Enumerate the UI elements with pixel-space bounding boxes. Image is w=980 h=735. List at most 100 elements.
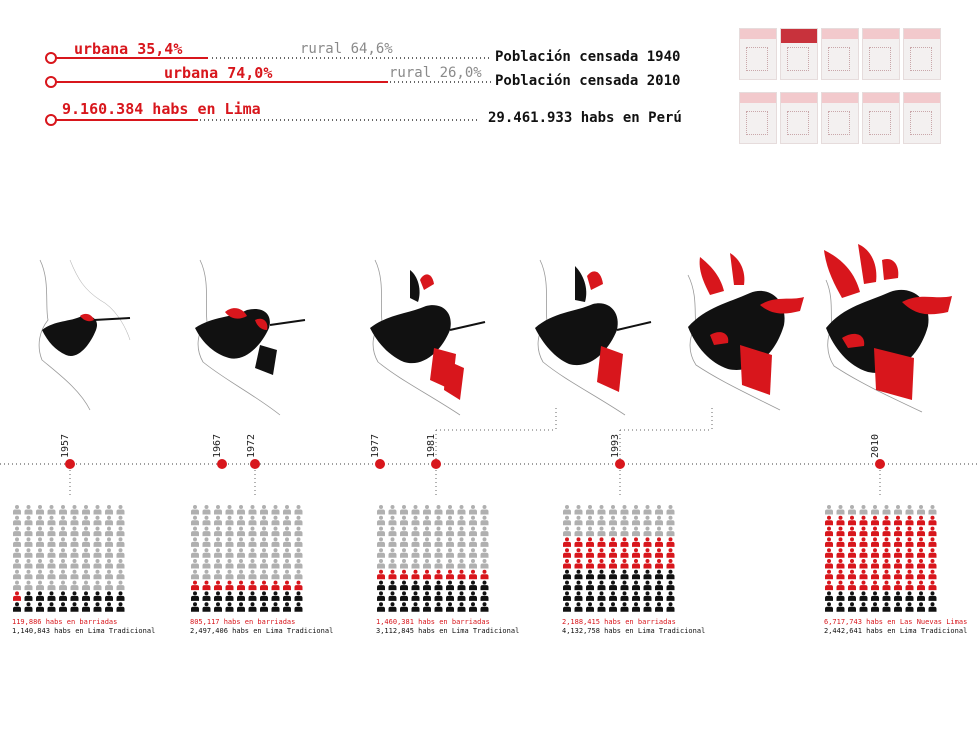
person-icon-grey [457,559,466,569]
person-icon-grey [13,569,21,580]
person-icon-red [836,537,845,547]
person-icon-grey [411,537,420,547]
row2-title: Población censada 2010 [495,73,681,89]
person-icon-grey [271,515,280,526]
person-icon-grey [191,569,199,580]
person-icon-grey [237,515,245,526]
person-icon-grey [225,559,234,569]
person-icon-grey [237,505,245,515]
person-icon-black [446,580,454,591]
person-icon-grey [586,526,594,537]
person-icon-grey [24,580,33,591]
person-icon-grey [271,569,280,580]
person-icon-black [597,580,606,591]
person-icon-black [191,602,199,612]
person-icon-red [191,580,199,591]
person-icon-black [469,602,477,612]
person-icon-grey [36,526,44,537]
person-icon-grey [609,515,617,526]
person-icon-red [586,537,594,547]
booklet-thumb [862,28,900,80]
person-icon-red [905,526,914,537]
year-label-1977: 1977 [370,433,381,458]
person-icon-grey [597,505,606,515]
person-icon-red [609,537,617,547]
person-icon-black [563,580,571,591]
person-icon-grey [620,515,629,526]
person-icon-grey [36,559,44,569]
person-icon-grey [93,505,102,515]
caption-red-1967: 805,117 habs en barriadas [190,618,296,626]
person-icon-grey [225,505,234,515]
person-icon-grey [191,515,199,526]
person-icon-grey [47,559,56,569]
person-icon-red [871,580,879,591]
person-icon-black [202,602,211,612]
person-icon-grey [283,505,291,515]
person-icon-black [411,602,420,612]
person-icon-black [574,602,583,612]
person-icon-grey [434,526,443,537]
person-icon-black [423,602,431,612]
person-icon-grey [469,505,477,515]
person-icon-red [917,548,925,558]
timeline-marker-1967 [217,459,227,469]
map-1981 [535,259,652,416]
person-icon-grey [202,559,211,569]
person-icon-red [928,515,937,526]
person-icon-black [666,602,675,612]
caption-black-1957: 1,140,843 habs en Lima Tradicional [12,627,156,635]
person-icon-black [260,591,268,601]
person-icon-grey [480,515,489,526]
person-icon-grey [248,526,257,537]
person-icon-grey [82,559,90,569]
person-icon-grey [469,515,477,526]
person-icon-grey [457,515,466,526]
person-icon-black [609,569,617,580]
person-icon-grey [260,548,268,558]
row3-peru-label: 29.461.933 habs en Perú [488,110,682,126]
person-icon-grey [377,515,385,526]
person-icon-red [643,559,652,569]
person-icon-red [836,515,845,526]
person-icon-grey [434,548,443,558]
row3-marker [45,114,57,126]
person-icon-grey [248,559,257,569]
year-label-1972: 1972 [246,433,257,458]
person-icon-black [93,591,102,601]
person-icon-grey [377,559,385,569]
person-icon-black [586,569,594,580]
person-icon-grey [620,505,629,515]
person-icon-black [248,591,257,601]
person-icon-grey [643,526,652,537]
person-icon-red [643,548,652,558]
person-icon-grey [260,559,268,569]
person-icon-black [859,591,868,601]
person-icon-grey [59,537,67,547]
pictogram-grid-1977 [377,505,489,612]
row2-rural-label: rural 26,0% [389,65,482,81]
person-icon-grey [214,505,222,515]
person-icon-grey [643,505,652,515]
person-icon-red [859,580,868,591]
person-icon-black [434,602,443,612]
person-icon-grey [882,505,891,515]
person-icon-grey [446,505,454,515]
person-icon-grey [283,559,291,569]
person-icon-black [423,580,431,591]
person-icon-black [563,569,571,580]
person-icon-black [894,591,902,601]
person-icon-red [597,548,606,558]
person-icon-grey [434,505,443,515]
person-icon-grey [59,559,67,569]
person-icon-red [882,569,891,580]
caption-red-1957: 119,886 habs en barriadas [12,618,118,626]
person-icon-grey [82,580,90,591]
person-icon-black [294,591,303,601]
person-icon-grey [214,548,222,558]
person-icon-grey [47,569,56,580]
person-icon-red [237,580,245,591]
pictogram-grid-1967 [191,505,303,612]
person-icon-red [859,569,868,580]
person-icon-black [400,591,408,601]
